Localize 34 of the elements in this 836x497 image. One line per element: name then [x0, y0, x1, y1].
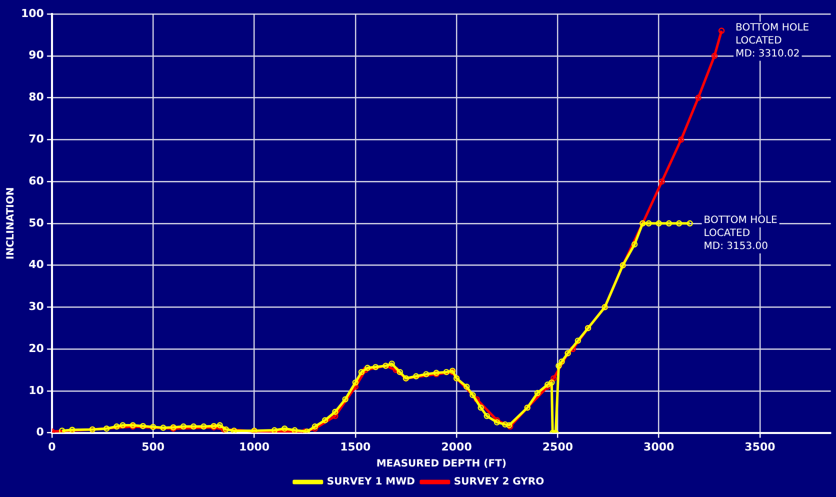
- y-tick-label: 30: [28, 300, 44, 314]
- x-tick-label: 3000: [644, 440, 674, 454]
- x-tick-label: 2500: [542, 440, 574, 454]
- point: [678, 136, 684, 143]
- point: [658, 178, 665, 185]
- y-tick-label: 90: [28, 48, 44, 62]
- annotation: BOTTOM HOLE LOCATED MD: 3310.02: [736, 22, 810, 60]
- x-axis-title: MEASURED DEPTH (FT): [376, 458, 506, 470]
- annotation: BOTTOM HOLE LOCATED MD: 3153.00: [704, 214, 778, 252]
- x-tick-label: 1500: [340, 440, 372, 454]
- y-tick-label: 10: [28, 384, 44, 397]
- y-tick-label: 40: [28, 258, 44, 272]
- point: [718, 28, 725, 34]
- y-tick-label: 100: [20, 6, 44, 20]
- y-axis-title: INCLINATION: [6, 187, 17, 260]
- point: [570, 346, 576, 352]
- point: [474, 396, 480, 402]
- point: [550, 375, 557, 382]
- y-tick-label: 0: [36, 426, 44, 439]
- legend-label: SURVEY 2 GYRO: [454, 476, 544, 488]
- y-tick-label: 70: [28, 132, 44, 146]
- x-tick-label: 3500: [744, 440, 776, 454]
- x-tick-label: 2000: [441, 440, 472, 454]
- x-tick-label: 1000: [238, 440, 270, 454]
- y-tick-label: 80: [28, 90, 44, 104]
- y-tick-label: 50: [28, 216, 44, 230]
- point: [711, 52, 718, 59]
- legend-label: SURVEY 1 MWD: [326, 476, 415, 488]
- x-tick-label: 500: [142, 440, 165, 454]
- x-tick-label: 0: [48, 440, 56, 454]
- y-tick-label: 60: [28, 174, 44, 188]
- point: [332, 412, 338, 420]
- y-tick-label: 20: [28, 342, 44, 355]
- point: [695, 94, 702, 101]
